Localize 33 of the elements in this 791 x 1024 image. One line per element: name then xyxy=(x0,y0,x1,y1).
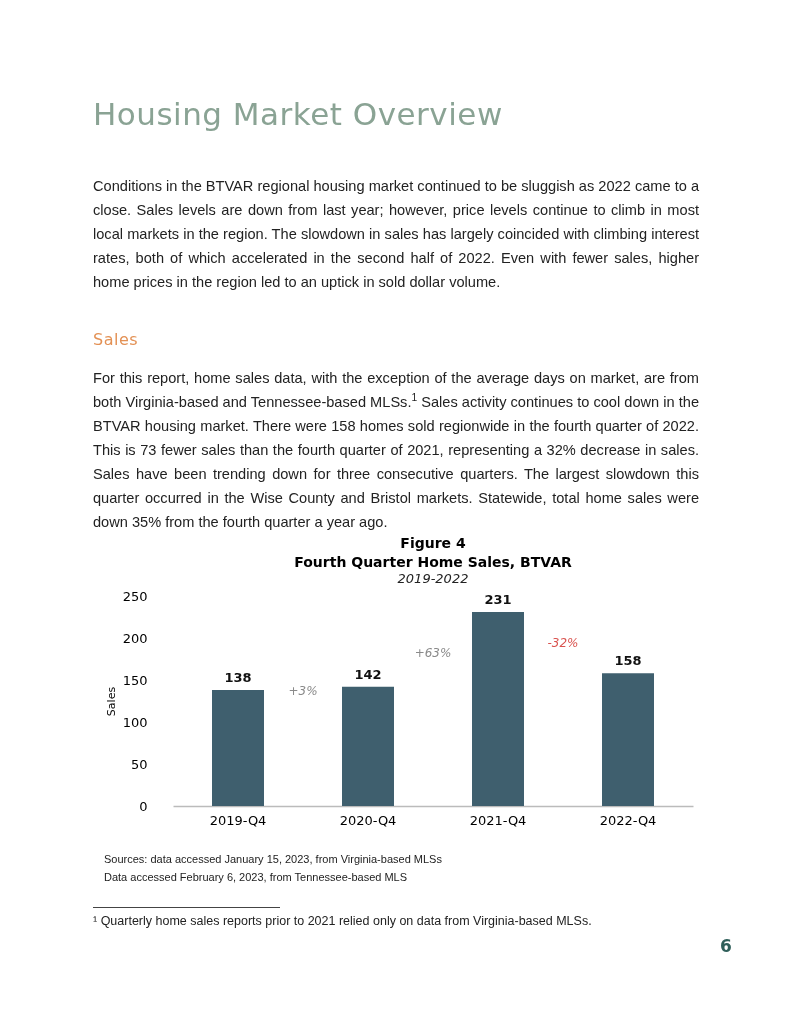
text: Housing Market Overview xyxy=(93,96,503,132)
chart-subtitle: 2019-2022 xyxy=(397,571,469,586)
y-tick-label: 0 xyxy=(139,798,148,814)
y-axis-title: Sales xyxy=(104,686,118,717)
text: ¹ Quarterly home sales reports prior to 2021 relied only on data from Virginia-based MLSs. xyxy=(93,914,592,928)
y-tick-label: 250 xyxy=(122,588,148,604)
bar xyxy=(342,686,394,806)
x-tick-label: 2019-Q4 xyxy=(209,812,267,828)
bar xyxy=(472,611,524,806)
data-label: 158 xyxy=(614,653,642,669)
text: For this report, home sales data, with the exception of the average days on market, are from both Virginia-based and Tennessee-based MLSs.$^{1}$ Sales activity continues to cool down in the BTVAR housing market. There were 158 homes sold regionwide in the fourth quarter of 2022. This is 73 fewer sales than the fourth quarter of 2021, representing a 32% decrease in sales. Sales have been trending down for three consecutive quarters. The largest slowdown this quarter occurred in the Wise County and Bristol markets. Statewide, total home sales were down 35% from the fourth quarter a year ago. xyxy=(93,370,699,530)
bar xyxy=(212,690,264,806)
y-tick-label: 200 xyxy=(122,630,148,646)
x-tick-label: 2020-Q4 xyxy=(339,812,397,828)
annotation: -32% xyxy=(547,636,579,650)
chart-title: Fourth Quarter Home Sales, BTVAR xyxy=(294,554,572,570)
text: Data accessed February 6, 2023, from Tennessee-based MLS xyxy=(104,871,408,883)
y-tick-label: 150 xyxy=(122,672,148,688)
text: 6 xyxy=(720,936,732,956)
data-label: 138 xyxy=(224,670,252,686)
source-note: Sources: data accessed January 15, 2023, from Virginia-based MLSs xyxy=(104,853,442,865)
y-tick-label: 50 xyxy=(130,756,148,772)
y-tick-label: 100 xyxy=(122,714,148,730)
caption: Figure 4 xyxy=(400,535,466,551)
text: Sales xyxy=(93,330,139,349)
bar xyxy=(602,673,654,806)
x-tick-label: 2022-Q4 xyxy=(599,812,657,828)
data-label: 231 xyxy=(484,591,512,607)
annotation: +63% xyxy=(414,646,452,660)
text: Conditions in the BTVAR regional housing market continued to be sluggish as 2022 came to a close. Sales levels are down from last year; however, price levels continue to climb in most local markets in the region. The slowdown in sales has largely coincided with climbing interest rates, both of which accelerated in the second half of 2022. Even with fewer sales, higher home prices in the region led to an uptick in sold dollar volume. xyxy=(93,177,699,292)
data-label: 142 xyxy=(354,666,382,682)
annotation: +3% xyxy=(288,684,318,698)
x-tick-label: 2021-Q4 xyxy=(469,812,527,828)
